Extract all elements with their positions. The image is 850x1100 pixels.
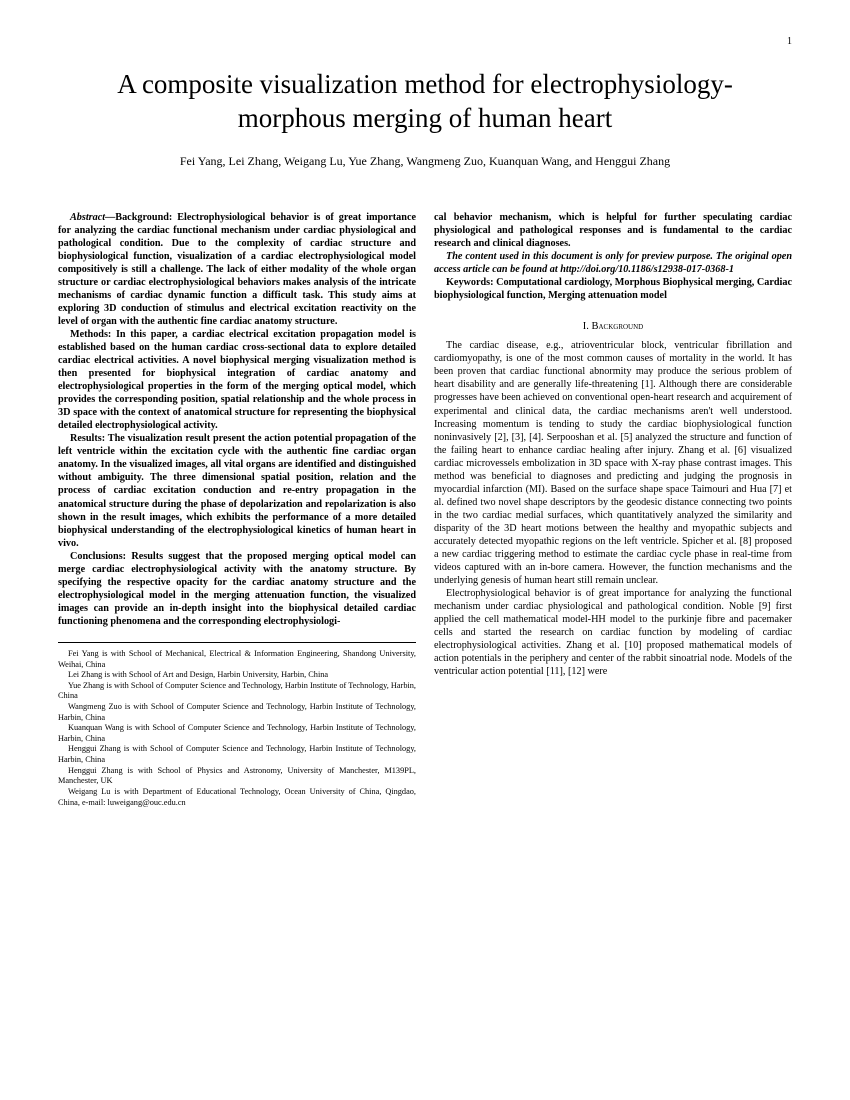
abstract-continuation: cal behavior mechanism, which is helpful… <box>434 211 792 250</box>
body-paragraph-2: Electrophysiological behavior is of grea… <box>434 587 792 678</box>
author-list: Fei Yang, Lei Zhang, Weigang Lu, Yue Zha… <box>58 154 792 169</box>
abstract-background-text: Background: Electrophysiological behavio… <box>58 212 416 327</box>
section-heading-background: I. Background <box>434 320 792 333</box>
right-column: cal behavior mechanism, which is helpful… <box>434 211 792 809</box>
preview-note: The content used in this document is onl… <box>434 250 792 276</box>
abstract-background: Abstract—Background: Electrophysiologica… <box>58 211 416 328</box>
abstract-results: Results: The visualization result presen… <box>58 432 416 549</box>
affiliation: Henggui Zhang is with School of Physics … <box>58 766 416 787</box>
affiliation: Lei Zhang is with School of Art and Desi… <box>58 670 416 681</box>
affiliation: Wangmeng Zuo is with School of Computer … <box>58 702 416 723</box>
affiliation: Fei Yang is with School of Mechanical, E… <box>58 649 416 670</box>
abstract-methods: Methods: In this paper, a cardiac electr… <box>58 328 416 432</box>
affiliation: Yue Zhang is with School of Computer Sci… <box>58 681 416 702</box>
paper-title: A composite visualization method for ele… <box>58 68 792 136</box>
content-columns: Abstract—Background: Electrophysiologica… <box>58 211 792 809</box>
abstract-conclusions: Conclusions: Results suggest that the pr… <box>58 550 416 628</box>
page-number: 1 <box>787 36 792 47</box>
affiliation: Weigang Lu is with Department of Educati… <box>58 787 416 808</box>
keywords: Keywords: Computational cardiology, Morp… <box>434 276 792 302</box>
affiliation: Kuanquan Wang is with School of Computer… <box>58 723 416 744</box>
affiliation: Henggui Zhang is with School of Computer… <box>58 744 416 765</box>
abstract-label: Abstract— <box>70 212 115 223</box>
affiliations-block: Fei Yang is with School of Mechanical, E… <box>58 642 416 808</box>
body-paragraph-1: The cardiac disease, e.g., atrioventricu… <box>434 339 792 587</box>
left-column: Abstract—Background: Electrophysiologica… <box>58 211 416 809</box>
